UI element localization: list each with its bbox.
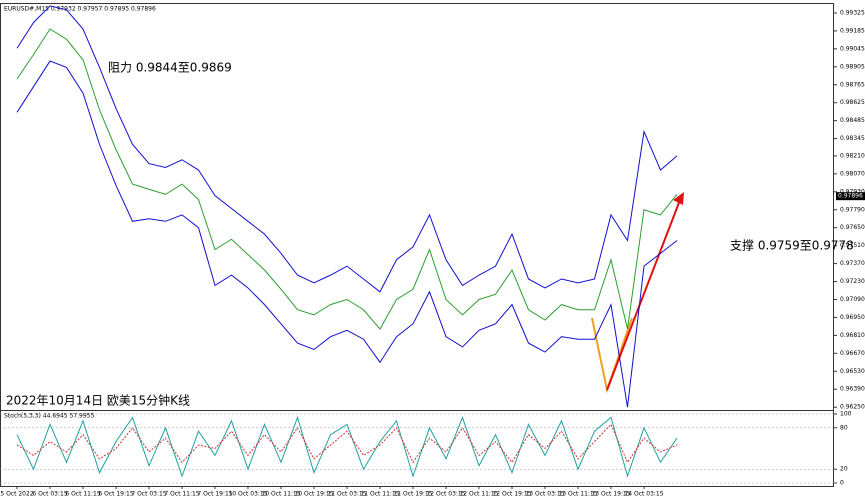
y-tick-label: 0.99325 [840,9,865,16]
y-tick-label: 0.97650 [840,224,865,231]
y-tick-label: 80 [840,424,848,431]
x-tick-label: 12 Oct 03:15 [426,491,465,498]
series-line [16,60,678,408]
y-tick-label: 0.97930 [840,188,865,195]
x-tick-label: 12 Oct 19:15 [492,491,531,498]
x-tick-label: 10 Oct 11:15 [261,491,300,498]
x-tick-label: 13 Oct 03:15 [525,491,564,498]
x-tick-label: 11 Oct 19:15 [393,491,432,498]
x-tick-label: 6 Oct 19:15 [98,491,133,498]
y-tick-label: 0.98625 [840,99,865,106]
y-tick-label: 0.97090 [840,296,865,303]
arrow-head [673,192,684,205]
y-tick-label: 0.96250 [840,404,865,411]
x-tick-label: 11 Oct 03:15 [327,491,366,498]
y-tick-label: 0.98210 [840,152,865,159]
x-tick-label: 6 Oct 03:15 [32,491,67,498]
series-line [16,28,678,330]
y-tick-label: 0.96670 [840,350,865,357]
y-tick-label: 0.97370 [840,260,865,267]
y-tick-label: 0.97230 [840,278,865,285]
stoch-header: Stoch(5,3,3) 44.6945 57.9955 [4,413,95,420]
y-tick-label: 0.96950 [840,314,865,321]
y-tick-label: 20 [840,466,848,473]
x-tick-label: 13 Oct 19:15 [591,491,630,498]
y-tick-label: 0.96810 [840,332,865,339]
series-line [16,5,678,293]
y-tick-label: 0.99045 [840,45,865,52]
y-tick-label: 0.98905 [840,63,865,70]
chart-caption: 2022年10月14日 欧美15分钟K线 [6,393,190,408]
x-tick-label: 5 Oct 2022 [0,491,33,498]
y-tick-label: 0.98765 [840,81,865,88]
resistance-note: 阻力 0.9844至0.9869 [108,61,232,75]
y-tick-label: 0.98485 [840,117,865,124]
support-note: 支撑 0.9759至0.9778 [730,238,854,253]
y-tick-label: 0.97510 [840,242,865,249]
y-tick-label: 0.96530 [840,368,865,375]
stoch-panel [0,410,834,487]
y-tick-label: 100 [840,410,852,417]
y-tick-label: 0.96390 [840,386,865,393]
x-tick-label: 12 Oct 11:15 [459,491,498,498]
x-tick-label: 13 Oct 11:15 [558,491,597,498]
y-tick-label: 0.98345 [840,135,865,142]
symbol-header: EURUSD#,M15 0.97932 0.97957 0.97895 0.97… [4,6,156,13]
x-tick-label: 6 Oct 11:15 [65,491,100,498]
x-tick-label: 7 Oct 03:15 [131,491,166,498]
x-tick-label: 7 Oct 19:15 [197,491,232,498]
y-tick-label: 0.97790 [840,206,865,213]
series-line [16,423,678,464]
y-tick-label: 0 [840,480,844,487]
x-tick-label: 14 Oct 03:15 [624,491,663,498]
x-tick-label: 10 Oct 03:15 [228,491,267,498]
series-line [16,415,678,478]
price-marker-box [836,192,865,201]
x-tick-label: 7 Oct 11:15 [164,491,199,498]
y-tick-label: 0.98070 [840,170,865,177]
price-marker-label: 0.97896 [838,193,863,200]
y-tick-label: 0.99185 [840,27,865,34]
x-tick-label: 11 Oct 11:15 [360,491,399,498]
x-tick-label: 10 Oct 19:15 [294,491,333,498]
